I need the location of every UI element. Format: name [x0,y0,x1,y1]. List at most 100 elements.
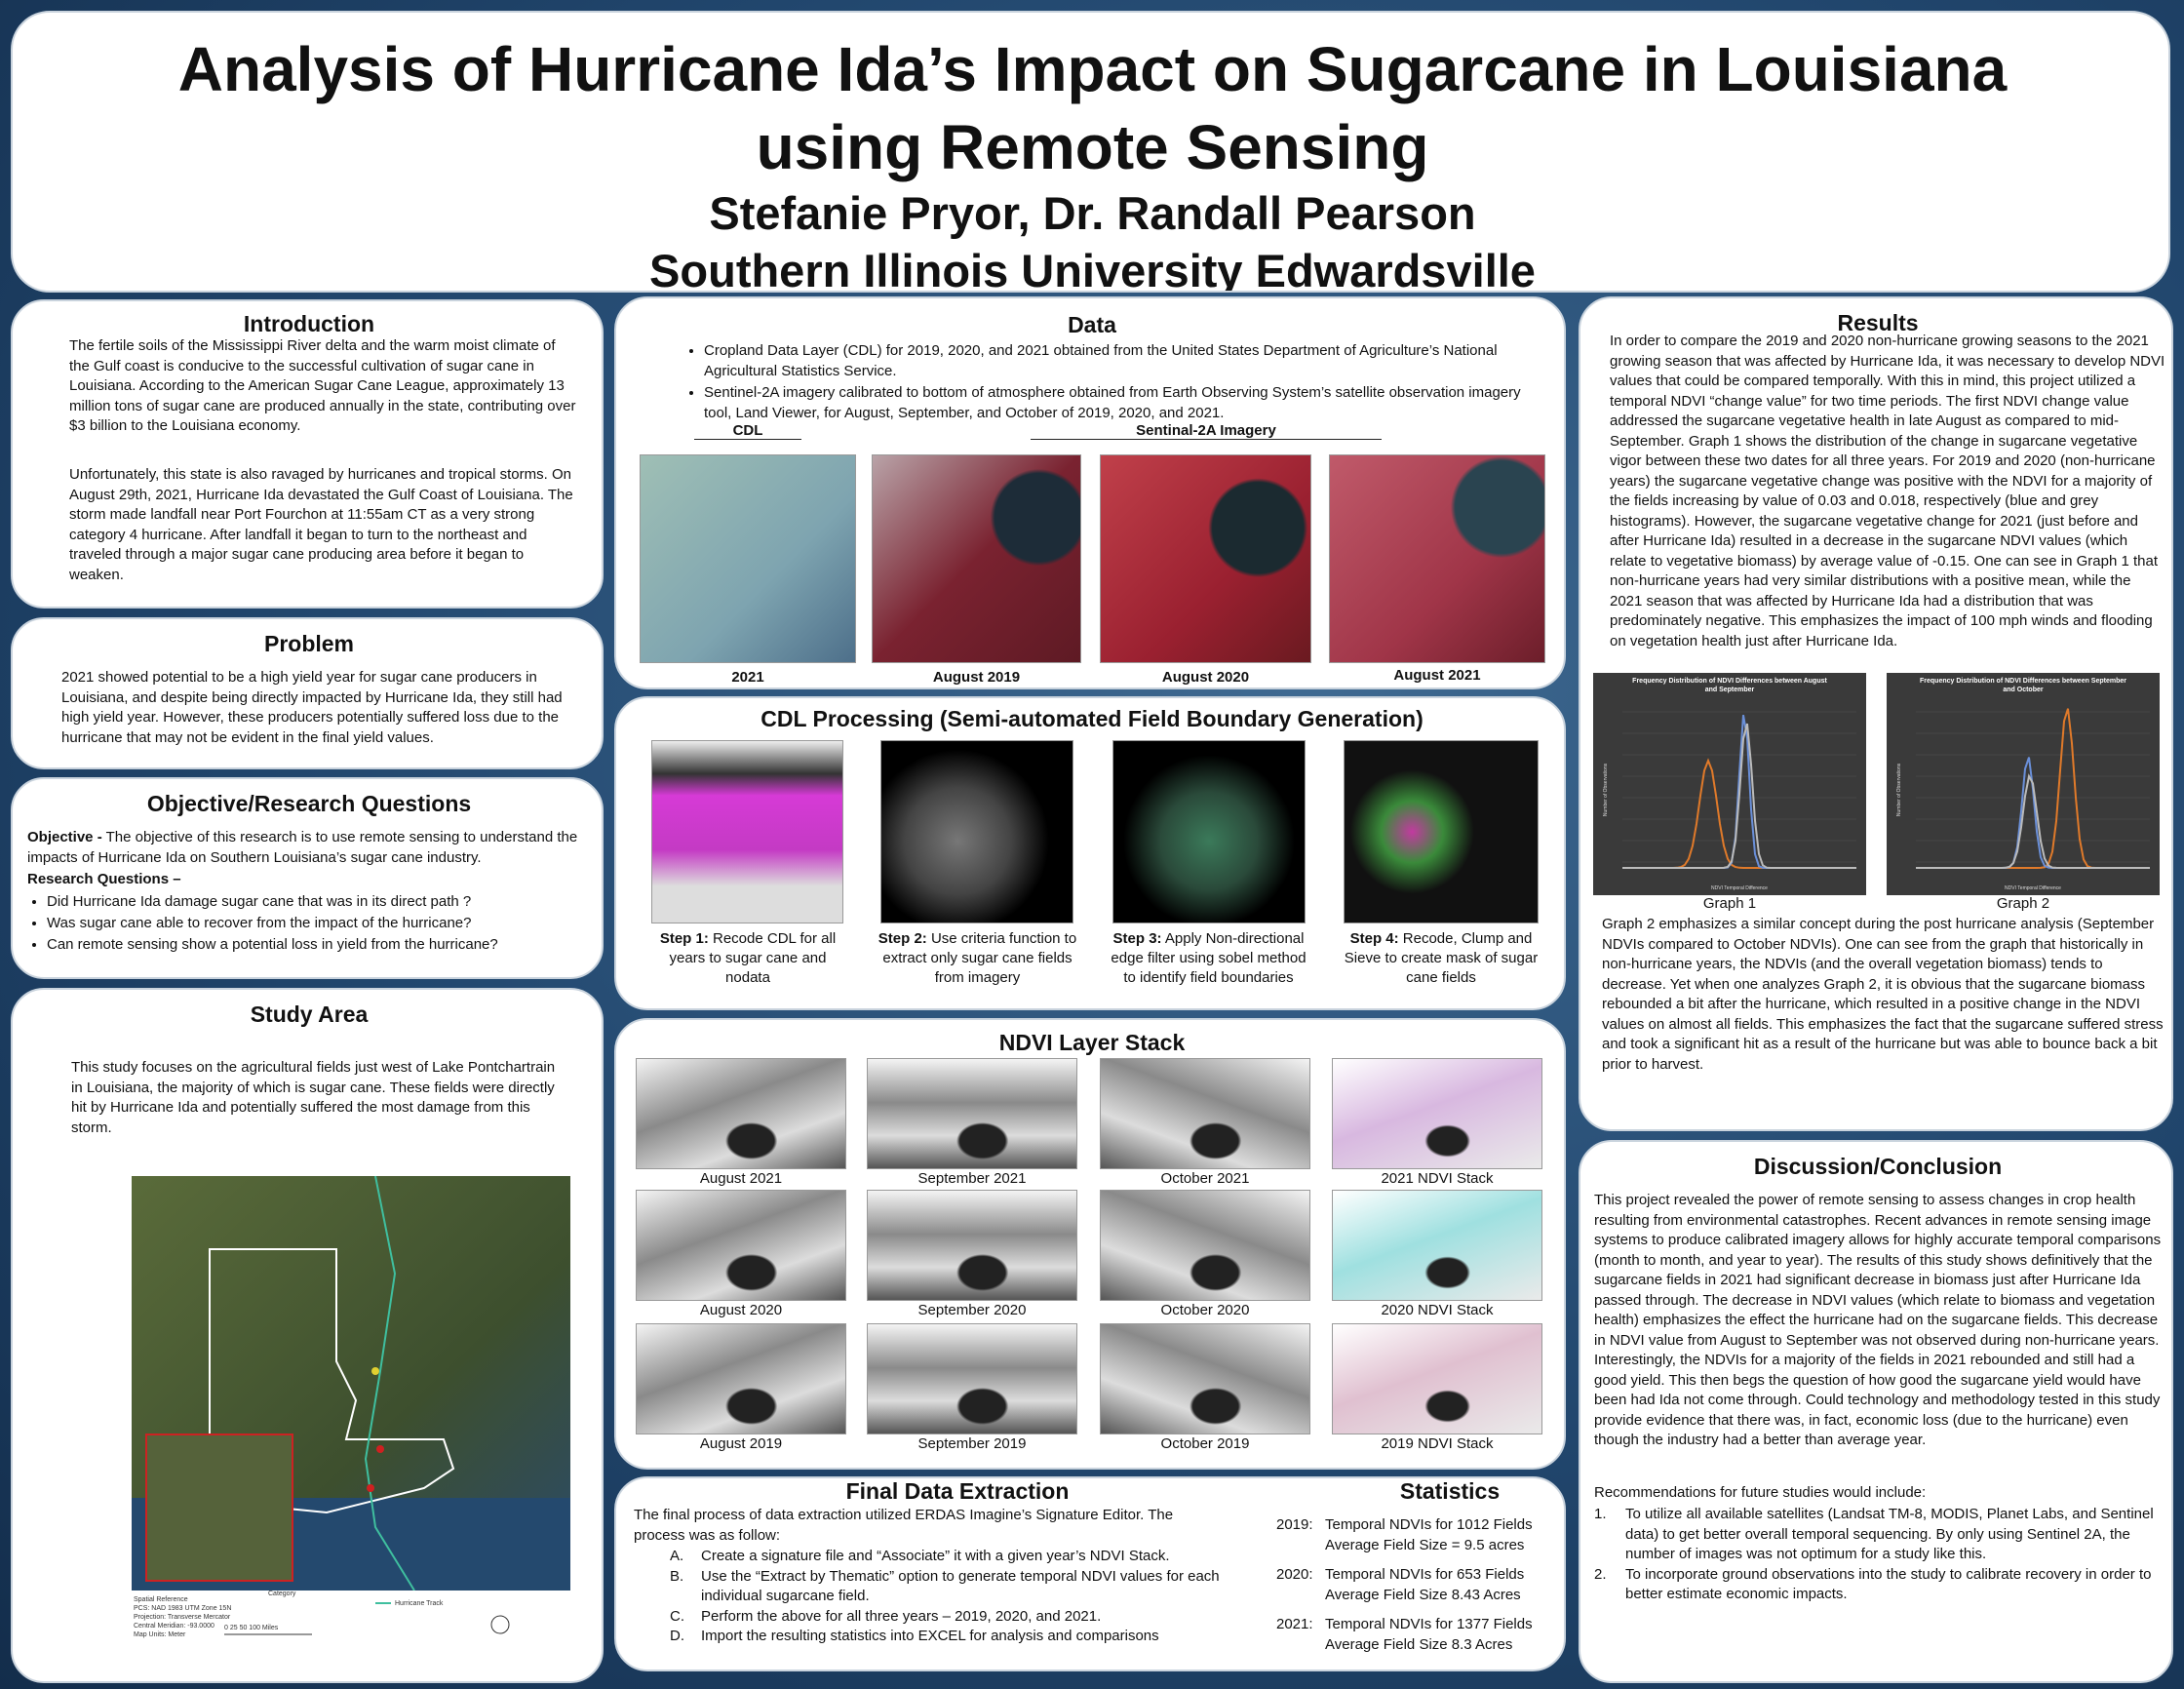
graph: Frequency Distribution of NDVI Differenc… [1887,673,2160,895]
marker: 1. [1594,1506,1607,1522]
results-panel: Results In order to compare the 2019 and… [1579,296,2173,1131]
graph-caption: Graph 2 [1996,895,2050,912]
stat-line: Temporal NDVIs for 1012 Fields [1325,1516,1533,1533]
item-text: Create a signature file and “Associate” … [701,1548,1170,1564]
step: Step 4: Recode, Clump and Sieve to creat… [1340,929,1542,988]
items: A. Create a signature file and “Associate… [670,1547,1265,1647]
map: Spatial Reference PCS: NAD 1983 UTM Zone… [132,1176,570,1664]
cdl-image [640,454,856,663]
study-area-panel: Study Area This study focuses on the agr… [11,988,604,1683]
step: Step 2: Use criteria function to extract… [878,929,1077,988]
heading: Introduction [243,311,375,336]
paragraph: This project revealed the power of remot… [1594,1192,2162,1448]
caption: September 2020 [917,1302,1027,1318]
title-line: Frequency Distribution of NDVI Differenc… [1920,678,2126,685]
reference: Map Units: Meter [134,1631,186,1638]
step: Step 3: Apply Non-directional edge filte… [1109,929,1308,988]
marker: D. [670,1628,684,1644]
questions: Did Hurricane Ida damage sugar cane that… [27,891,593,956]
stat-row: 2020: Temporal NDVIs for 653 Fields Averag… [1276,1565,1559,1605]
ndvi-image [1100,1058,1310,1169]
stat-lines: Temporal NDVIs for 1012 Fields Average Fi… [1325,1515,1533,1555]
heading: Results [1837,310,1919,335]
heading: Data [1068,312,1116,337]
text: The objective of this research is to use… [27,829,578,866]
reference: Central Meridian: -93.0000 [134,1623,214,1630]
discussion-panel: Discussion/Conclusion This project revea… [1579,1140,2173,1683]
track-point [371,1367,379,1375]
curve [1622,723,1856,869]
reference: Spatial Reference [134,1596,188,1603]
problem-panel: Problem 2021 showed potential to be a hi… [11,617,604,769]
intro: The final process of data extraction uti… [634,1507,1174,1544]
track-point [376,1445,384,1453]
authors: Stefanie Pryor, Dr. Randall Pearson [709,187,1476,239]
caption: 2021 [731,669,764,686]
year: 2019: [1276,1516,1313,1533]
ndvi-image [636,1058,846,1169]
ndvi-image [1100,1190,1310,1301]
process-image [1112,740,1306,923]
ndvi-image [867,1058,1077,1169]
recommendation-text: To incorporate ground observations into … [1625,1565,2152,1603]
stat-lines: Temporal NDVIs for 1377 Fields Average Fi… [1325,1615,1533,1655]
ndvi-panel: NDVI Layer Stack August 2021 September 20… [614,1018,1566,1470]
paragraph: Graph 2 emphasizes a similar concept dur… [1602,916,2164,1073]
marker: 2. [1594,1565,1607,1583]
objective-panel: Objective/Research Questions Objective -… [11,777,604,979]
year: 2020: [1276,1566,1313,1583]
question: Can remote sensing show a potential loss… [47,934,593,956]
introduction-panel: Introduction The fertile soils of the Mi… [11,299,604,609]
ndvi-image [1332,1323,1542,1434]
paragraph: This study focuses on the agricultural f… [71,1059,556,1136]
curve [1916,773,2150,869]
caption: August 2020 [699,1302,783,1318]
heading: Statistics [1399,1478,1501,1504]
caption: August 2021 [1393,667,1481,684]
caption: 2019 NDVI Stack [1381,1435,1494,1452]
stat-line: Average Field Size 8.43 Acres [1325,1586,1521,1603]
header: Analysis of Hurricane Ida’s Impact on Su… [11,11,2170,293]
title: Analysis of Hurricane Ida’s Impact on Su… [177,34,2008,182]
cdl-processing-panel: CDL Processing (Semi-automated Field Bou… [614,696,1566,1010]
satellite-image [1329,454,1545,663]
heading: NDVI Layer Stack [998,1030,1186,1055]
process-image [880,740,1073,923]
stat-line: Average Field Size 8.3 Acres [1325,1635,1513,1653]
paragraph: The fertile soils of the Mississippi Riv… [69,337,576,434]
graph: Frequency Distribution of NDVI Differenc… [1593,673,1866,895]
step-text: Recode CDL for all years to sugar cane a… [669,930,837,986]
caption: October 2019 [1160,1435,1250,1452]
caption: August 2021 [699,1170,783,1187]
stat-line: Temporal NDVIs for 653 Fields [1325,1566,1525,1583]
legend-track: Hurricane Track [395,1600,444,1607]
ndvi-image [1100,1323,1310,1434]
stat-row: 2021: Temporal NDVIs for 1377 Fields Avera… [1276,1615,1559,1655]
x-axis-label: NDVI Temporal Difference [2005,885,2061,891]
graph-bg [1593,673,1866,895]
marker: C. [670,1607,684,1625]
recommendation-text: To utilize all available satellites (Lan… [1625,1506,2154,1562]
process-image [651,740,843,923]
caption: August 2020 [1161,669,1250,686]
ndvi-image [1332,1190,1542,1301]
stat-row: 2019: Temporal NDVIs for 1012 Fields Avera… [1276,1515,1559,1555]
north-arrow [490,1615,510,1634]
map-legend: Spatial Reference PCS: NAD 1983 UTM Zone… [134,1591,510,1638]
label: Research Questions – [27,871,181,887]
satellite-image [1100,454,1311,663]
caption: September 2021 [917,1170,1027,1187]
heading: Discussion/Conclusion [1753,1154,2003,1179]
label: Objective - [27,829,102,845]
heading: CDL Processing (Semi-automated Field Bou… [760,706,1424,731]
ndvi-image [636,1323,846,1434]
step-text: Apply Non-directional edge filter using … [1111,930,1306,986]
title-line: and September [1705,687,1755,693]
year: 2021: [1276,1616,1313,1632]
item-text: Use the “Extract by Thematic” option to … [701,1567,1220,1605]
heading: Problem [263,631,355,656]
step-text: Use criteria function to extract only su… [882,930,1077,986]
step-label: Step 4: [1349,930,1399,947]
ndvi-image [636,1190,846,1301]
